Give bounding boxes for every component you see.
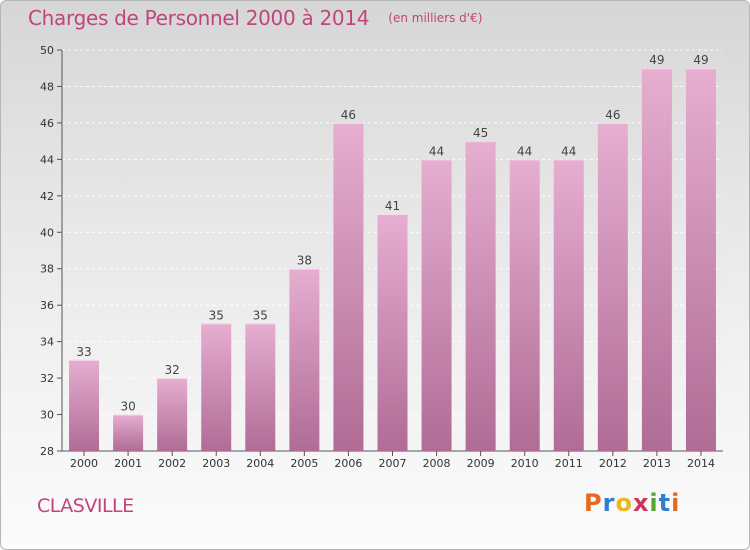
x-tick-label: 2007 (379, 457, 407, 470)
x-tick-label: 2003 (202, 457, 230, 470)
chart-subtitle: (en milliers d'€) (388, 11, 483, 25)
data-label: 35 (209, 308, 224, 322)
data-labels: 33 30 32 35 35 38 46 41 44 45 44 44 46 49 49 (76, 53, 708, 413)
data-label: 45 (473, 126, 488, 140)
data-label: 41 (385, 199, 400, 213)
bar (333, 122, 364, 451)
bar (69, 359, 100, 451)
x-tick-label: 2002 (158, 457, 186, 470)
bar (421, 159, 452, 451)
logo-letter: i (649, 489, 659, 517)
x-tick-label: 2010 (511, 457, 539, 470)
y-tick-label: 28 (40, 445, 54, 458)
logo-letter: t (658, 489, 672, 517)
data-label: 46 (605, 108, 620, 122)
place-name: CLASVILLE (37, 495, 134, 517)
bar (245, 323, 276, 451)
y-tick-label: 44 (40, 153, 54, 166)
data-label: 49 (693, 53, 708, 67)
bars (69, 68, 716, 452)
y-tick-label: 40 (40, 226, 54, 239)
y-tick-label: 30 (40, 409, 54, 422)
title-row: Charges de Personnel 2000 à 2014 (en mil… (28, 6, 482, 30)
data-label: 46 (341, 108, 356, 122)
y-tick-label: 50 (40, 44, 54, 57)
bar (641, 68, 672, 452)
data-label: 38 (297, 254, 312, 268)
logo-letter: o (615, 489, 633, 517)
y-tick-label: 32 (40, 372, 54, 385)
chart-title: Charges de Personnel 2000 à 2014 (28, 6, 370, 30)
data-label: 33 (76, 345, 91, 359)
bar (377, 214, 408, 451)
data-label: 30 (120, 400, 135, 414)
bar (289, 268, 320, 451)
data-label: 44 (429, 144, 444, 158)
x-tick-label: 2011 (555, 457, 583, 470)
bar (465, 141, 496, 452)
x-tick-label: 2000 (70, 457, 98, 470)
logo-letter: i (671, 489, 681, 517)
x-tick-label: 2013 (643, 457, 671, 470)
x-tick-label: 2001 (114, 457, 142, 470)
y-tick-label: 36 (40, 299, 54, 312)
y-tick-label: 34 (40, 336, 54, 349)
x-tick-label: 2005 (290, 457, 318, 470)
data-label: 32 (165, 363, 180, 377)
bar (201, 323, 232, 451)
data-label: 49 (649, 53, 664, 67)
bar (113, 414, 144, 451)
data-label: 35 (253, 308, 268, 322)
x-tick-label: 2009 (467, 457, 495, 470)
logo-letter: r (602, 489, 616, 517)
data-label: 44 (517, 144, 532, 158)
logo-letter: P (584, 489, 603, 517)
x-tick-label: 2008 (423, 457, 451, 470)
logo-letter: x (632, 489, 650, 517)
bar (509, 159, 540, 451)
bar (157, 378, 188, 451)
x-tick-label: 2004 (246, 457, 274, 470)
bar (685, 68, 716, 452)
proxiti-logo[interactable]: Proxiti (584, 489, 680, 517)
y-tick-label: 42 (40, 190, 54, 203)
bar (553, 159, 584, 451)
y-tick-label: 38 (40, 263, 54, 276)
y-tick-label: 46 (40, 117, 54, 130)
y-tick-label: 48 (40, 80, 54, 93)
x-tick-label: 2006 (334, 457, 362, 470)
x-tick-label: 2014 (687, 457, 715, 470)
bar (597, 122, 628, 451)
x-tick-label: 2012 (599, 457, 627, 470)
data-label: 44 (561, 144, 576, 158)
